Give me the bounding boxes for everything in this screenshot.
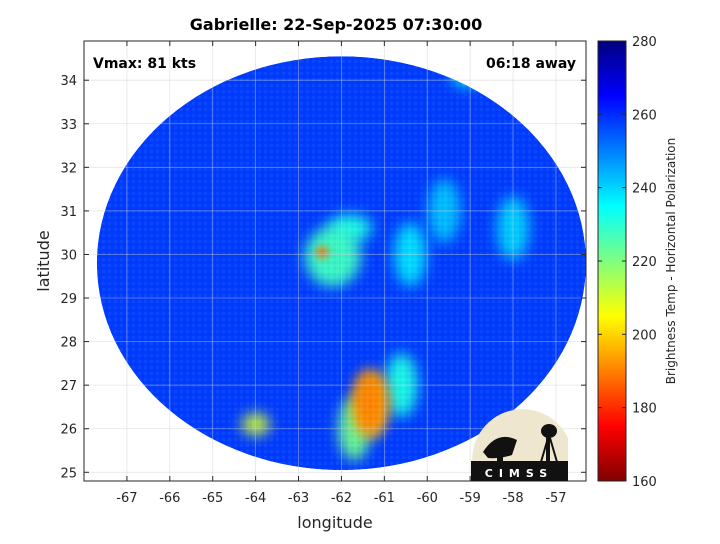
vmax-annotation: Vmax: 81 kts bbox=[93, 56, 196, 72]
logo-text: CIMSS bbox=[485, 467, 553, 480]
y-tick-label: 33 bbox=[60, 118, 77, 133]
x-tick-label: -64 bbox=[245, 491, 266, 506]
colorbar-tick-label: 160 bbox=[632, 475, 657, 490]
y-tick-label: 27 bbox=[60, 379, 77, 394]
y-tick-label: 30 bbox=[60, 248, 77, 263]
y-tick-label: 25 bbox=[60, 466, 77, 481]
colorbar-tick-label: 280 bbox=[632, 35, 657, 50]
y-tick-label: 32 bbox=[60, 161, 77, 176]
logo-tower-strut bbox=[540, 437, 549, 463]
x-tick-label: -62 bbox=[331, 491, 352, 506]
logo-dish-shape bbox=[483, 436, 517, 459]
colorbar-label: Brightness Temp - Horizontal Polarizatio… bbox=[664, 138, 678, 385]
time-offset-annotation: 06:18 away bbox=[486, 56, 576, 72]
plot-frame bbox=[83, 40, 587, 482]
y-tick-label: 26 bbox=[60, 423, 77, 438]
colorbar-tick-label: 260 bbox=[632, 108, 657, 123]
colorbar-tick-label: 180 bbox=[632, 402, 657, 417]
x-tick-label: -63 bbox=[288, 491, 309, 506]
axis-ticks: -67 -66 -65 -64 -63 -62 -61 -60 -59 -58 -57 25 26 27 2… bbox=[60, 41, 586, 506]
colorbar-tick-label: 200 bbox=[632, 328, 657, 343]
x-tick-label: -67 bbox=[116, 491, 137, 506]
logo-tower-tank bbox=[541, 424, 557, 438]
logo-ground bbox=[471, 461, 568, 481]
logo-tower-strut bbox=[549, 437, 558, 463]
x-tick-label: -66 bbox=[159, 491, 180, 506]
y-tick-label: 31 bbox=[60, 205, 77, 220]
y-tick-label: 28 bbox=[60, 336, 77, 351]
x-tick-label: -61 bbox=[374, 491, 395, 506]
colorbar bbox=[597, 40, 627, 482]
y-axis-label: latitude bbox=[34, 230, 53, 291]
x-tick-label: -65 bbox=[202, 491, 223, 506]
x-tick-label: -59 bbox=[460, 491, 481, 506]
x-axis-label: longitude bbox=[297, 513, 372, 532]
logo-dish-mount bbox=[497, 452, 503, 462]
colorbar-ticks: 160 180 200 220 240 260 280 bbox=[598, 35, 657, 490]
y-tick-label: 34 bbox=[60, 74, 77, 89]
y-tick-label: 29 bbox=[60, 292, 77, 307]
x-tick-label: -57 bbox=[545, 491, 566, 506]
x-tick-label: -58 bbox=[502, 491, 523, 506]
chart-title: Gabrielle: 22-Sep-2025 07:30:00 bbox=[190, 15, 482, 34]
colorbar-tick-label: 220 bbox=[632, 255, 657, 270]
colorbar-tick-label: 240 bbox=[632, 182, 657, 197]
x-tick-label: -60 bbox=[417, 491, 438, 506]
cimss-logo: CIMSS bbox=[471, 409, 568, 481]
logo-tower-leg bbox=[546, 437, 550, 462]
